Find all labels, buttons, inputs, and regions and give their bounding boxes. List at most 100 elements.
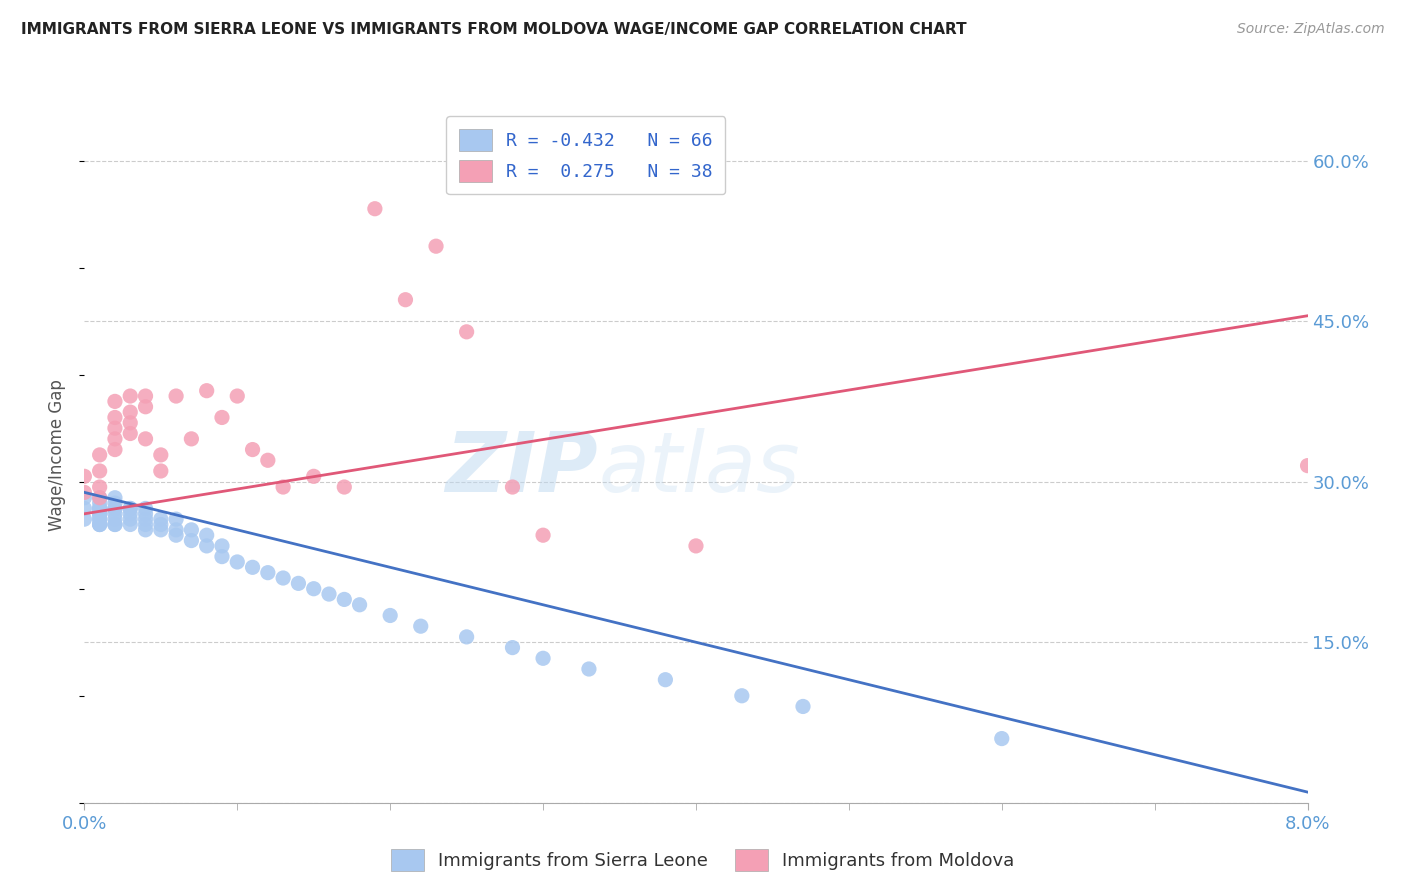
Legend: R = -0.432   N = 66, R =  0.275   N = 38: R = -0.432 N = 66, R = 0.275 N = 38 bbox=[447, 116, 725, 194]
Point bbox=[89, 491, 111, 505]
Point bbox=[165, 523, 187, 537]
Point bbox=[242, 560, 264, 574]
Point bbox=[104, 491, 127, 505]
Point bbox=[89, 491, 111, 505]
Point bbox=[120, 517, 142, 532]
Point bbox=[409, 619, 432, 633]
Point bbox=[792, 699, 814, 714]
Point bbox=[364, 202, 387, 216]
Point bbox=[1296, 458, 1319, 473]
Point bbox=[456, 630, 478, 644]
Point bbox=[120, 501, 142, 516]
Point bbox=[135, 512, 157, 526]
Point bbox=[165, 512, 187, 526]
Point bbox=[120, 389, 142, 403]
Point bbox=[685, 539, 707, 553]
Point bbox=[195, 384, 218, 398]
Point bbox=[257, 566, 280, 580]
Point bbox=[394, 293, 416, 307]
Point bbox=[120, 512, 142, 526]
Text: Source: ZipAtlas.com: Source: ZipAtlas.com bbox=[1237, 22, 1385, 37]
Point bbox=[333, 592, 356, 607]
Point bbox=[425, 239, 447, 253]
Point bbox=[120, 507, 142, 521]
Point bbox=[89, 512, 111, 526]
Point bbox=[89, 517, 111, 532]
Point bbox=[149, 464, 172, 478]
Point bbox=[135, 517, 157, 532]
Point bbox=[73, 512, 96, 526]
Point bbox=[104, 512, 127, 526]
Point bbox=[502, 480, 524, 494]
Point bbox=[104, 394, 127, 409]
Point bbox=[89, 507, 111, 521]
Point bbox=[211, 539, 233, 553]
Text: ZIP: ZIP bbox=[446, 428, 598, 509]
Point bbox=[991, 731, 1014, 746]
Point bbox=[104, 410, 127, 425]
Point bbox=[318, 587, 340, 601]
Point bbox=[226, 389, 249, 403]
Point bbox=[89, 507, 111, 521]
Point bbox=[104, 442, 127, 457]
Point bbox=[104, 501, 127, 516]
Point bbox=[456, 325, 478, 339]
Point bbox=[89, 496, 111, 510]
Point bbox=[89, 507, 111, 521]
Point bbox=[531, 651, 554, 665]
Point bbox=[73, 469, 96, 483]
Point bbox=[89, 501, 111, 516]
Point bbox=[135, 389, 157, 403]
Point bbox=[195, 528, 218, 542]
Point bbox=[104, 517, 127, 532]
Point bbox=[349, 598, 371, 612]
Point bbox=[287, 576, 309, 591]
Point bbox=[89, 512, 111, 526]
Point bbox=[257, 453, 280, 467]
Point bbox=[120, 416, 142, 430]
Point bbox=[180, 533, 202, 548]
Point bbox=[73, 485, 96, 500]
Point bbox=[165, 528, 187, 542]
Point bbox=[380, 608, 402, 623]
Point bbox=[135, 400, 157, 414]
Point bbox=[242, 442, 264, 457]
Point bbox=[180, 523, 202, 537]
Point bbox=[104, 421, 127, 435]
Point bbox=[211, 549, 233, 564]
Point bbox=[578, 662, 600, 676]
Point bbox=[135, 507, 157, 521]
Point bbox=[654, 673, 676, 687]
Point bbox=[89, 507, 111, 521]
Point bbox=[120, 405, 142, 419]
Point bbox=[89, 517, 111, 532]
Point bbox=[89, 448, 111, 462]
Text: IMMIGRANTS FROM SIERRA LEONE VS IMMIGRANTS FROM MOLDOVA WAGE/INCOME GAP CORRELAT: IMMIGRANTS FROM SIERRA LEONE VS IMMIGRAN… bbox=[21, 22, 967, 37]
Legend: Immigrants from Sierra Leone, Immigrants from Moldova: Immigrants from Sierra Leone, Immigrants… bbox=[384, 842, 1022, 879]
Point bbox=[120, 426, 142, 441]
Point bbox=[73, 501, 96, 516]
Point bbox=[149, 448, 172, 462]
Point bbox=[73, 491, 96, 505]
Point bbox=[302, 582, 325, 596]
Point bbox=[333, 480, 356, 494]
Point bbox=[135, 501, 157, 516]
Point bbox=[104, 507, 127, 521]
Point bbox=[731, 689, 754, 703]
Point bbox=[89, 501, 111, 516]
Point bbox=[104, 517, 127, 532]
Point bbox=[104, 496, 127, 510]
Point bbox=[165, 389, 187, 403]
Point bbox=[120, 501, 142, 516]
Point bbox=[180, 432, 202, 446]
Point bbox=[89, 464, 111, 478]
Point bbox=[89, 480, 111, 494]
Point bbox=[135, 432, 157, 446]
Point bbox=[149, 512, 172, 526]
Point bbox=[226, 555, 249, 569]
Point bbox=[89, 501, 111, 516]
Y-axis label: Wage/Income Gap: Wage/Income Gap bbox=[48, 379, 66, 531]
Point bbox=[135, 523, 157, 537]
Point bbox=[149, 523, 172, 537]
Point bbox=[195, 539, 218, 553]
